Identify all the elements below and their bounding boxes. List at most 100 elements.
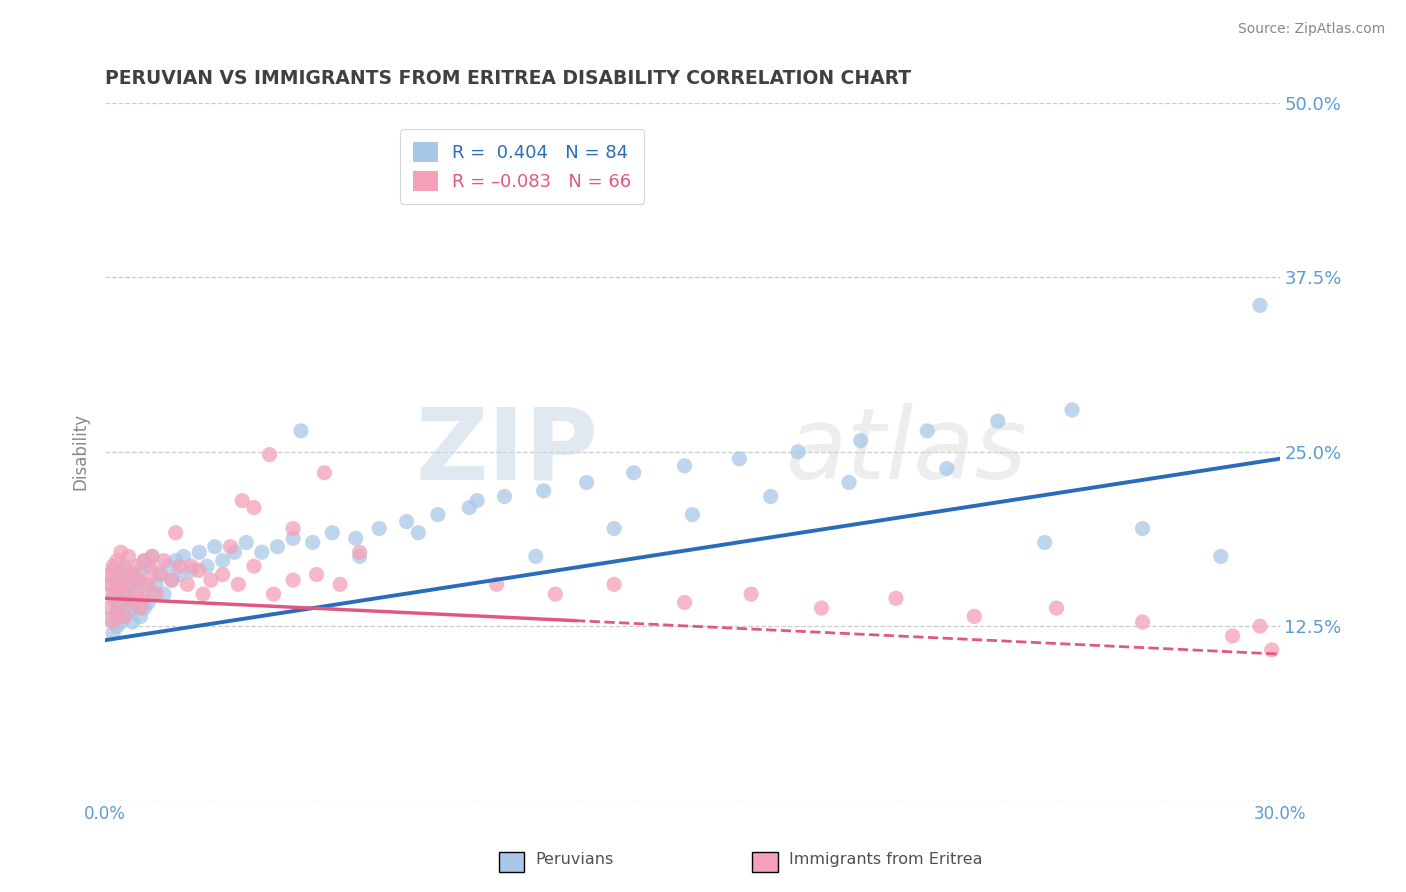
Point [395, 515, 418, 529]
Point [623, 466, 645, 480]
Point [114, 587, 136, 601]
Point [129, 573, 152, 587]
Point [105, 554, 128, 568]
Point [118, 549, 141, 564]
Point [524, 549, 547, 564]
Point [114, 582, 136, 596]
Point [149, 567, 172, 582]
Point [160, 573, 183, 587]
Point [195, 559, 218, 574]
Point [125, 587, 148, 601]
Point [243, 559, 266, 574]
Point [226, 577, 249, 591]
Point [101, 626, 124, 640]
Point [121, 601, 143, 615]
Point [759, 490, 782, 504]
Point [231, 493, 253, 508]
Point [533, 483, 555, 498]
Point [1260, 643, 1282, 657]
Point [114, 609, 136, 624]
Point [98, 612, 121, 626]
Point [494, 490, 516, 504]
Point [290, 424, 312, 438]
Point [219, 540, 242, 554]
Point [169, 567, 191, 582]
Point [281, 522, 304, 536]
Point [191, 587, 214, 601]
Text: Peruvians: Peruvians [536, 852, 614, 867]
Point [110, 545, 132, 559]
Point [125, 573, 148, 587]
Point [153, 587, 176, 601]
Point [114, 609, 136, 624]
Point [329, 577, 352, 591]
Point [281, 573, 304, 587]
Point [235, 535, 257, 549]
Point [603, 522, 626, 536]
Point [145, 577, 167, 591]
Point [263, 587, 285, 601]
Point [211, 567, 233, 582]
Point [281, 531, 304, 545]
Point [141, 563, 163, 577]
Point [1132, 522, 1154, 536]
Point [180, 563, 202, 577]
Point [200, 573, 222, 587]
Point [105, 573, 128, 587]
Point [129, 609, 152, 624]
Point [935, 461, 957, 475]
Point [110, 601, 132, 615]
Point [884, 591, 907, 606]
Point [810, 601, 832, 615]
Point [485, 577, 508, 591]
Point [673, 458, 696, 473]
Point [98, 601, 121, 615]
Point [110, 587, 132, 601]
Point [787, 444, 810, 458]
Point [134, 577, 156, 591]
Point [136, 559, 159, 574]
Point [105, 582, 128, 596]
Point [1132, 615, 1154, 629]
Point [1062, 403, 1084, 417]
Point [740, 587, 762, 601]
Point [305, 567, 328, 582]
Point [98, 577, 121, 591]
Text: ZIP: ZIP [416, 403, 599, 500]
Point [129, 601, 152, 615]
Point [118, 577, 141, 591]
Point [110, 595, 132, 609]
Point [165, 554, 187, 568]
Point [156, 559, 179, 574]
Point [349, 545, 371, 559]
Point [426, 508, 449, 522]
Legend: R =  0.404   N = 84, R = –0.083   N = 66: R = 0.404 N = 84, R = –0.083 N = 66 [401, 129, 644, 203]
Point [603, 577, 626, 591]
Point [141, 587, 163, 601]
Point [114, 563, 136, 577]
Y-axis label: Disability: Disability [72, 413, 89, 491]
Point [98, 577, 121, 591]
Point [1222, 629, 1244, 643]
Point [349, 549, 371, 564]
Point [136, 595, 159, 609]
Point [110, 567, 132, 582]
Point [1045, 601, 1067, 615]
Point [101, 587, 124, 601]
Point [110, 573, 132, 587]
Point [110, 615, 132, 629]
Point [134, 554, 156, 568]
Point [1249, 298, 1271, 312]
Point [101, 563, 124, 577]
Point [169, 559, 191, 574]
Point [129, 563, 152, 577]
Point [136, 577, 159, 591]
Point [224, 545, 246, 559]
Point [125, 587, 148, 601]
Point [153, 554, 176, 568]
Point [125, 559, 148, 574]
Point [121, 595, 143, 609]
Point [849, 434, 872, 448]
Point [188, 563, 211, 577]
Point [121, 567, 143, 582]
